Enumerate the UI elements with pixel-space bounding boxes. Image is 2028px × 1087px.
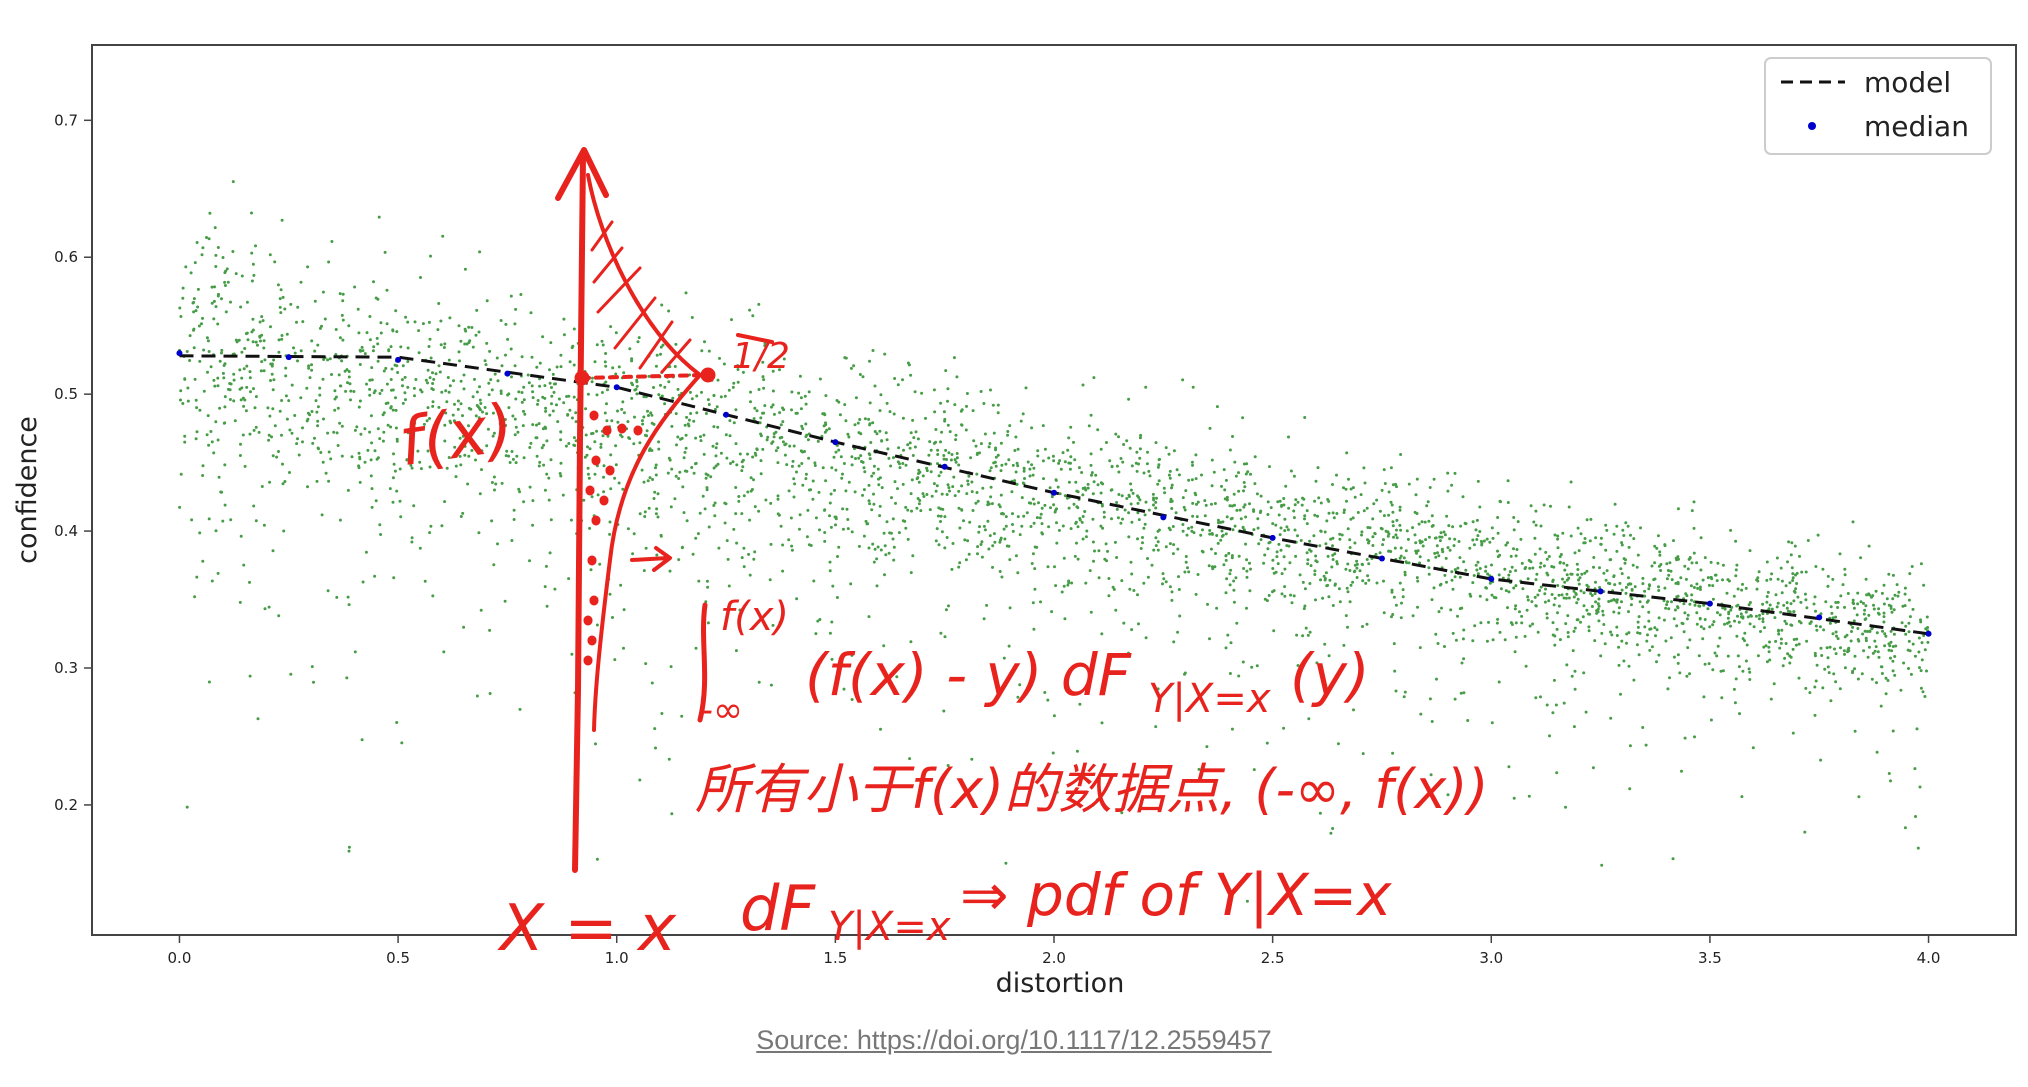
source-link[interactable]: Source: https://doi.org/10.1117/12.25594… xyxy=(756,1025,1272,1055)
x-tick-label: 3.5 xyxy=(1698,949,1722,967)
x-tick-label: 0.0 xyxy=(168,949,192,967)
integral-upper-limit: f(x) xyxy=(720,594,789,640)
legend-median-label: median xyxy=(1864,110,1969,143)
hatch-lines xyxy=(590,220,692,374)
scatter-cloud-points xyxy=(178,180,1930,903)
fx-left-annotation: f(x) xyxy=(395,389,518,481)
median-point xyxy=(1051,489,1057,496)
median-point xyxy=(1925,630,1932,637)
median-point xyxy=(941,463,948,470)
x-tick-label: 2.0 xyxy=(1042,949,1066,967)
integral-lower-limit: -∞ xyxy=(700,690,743,731)
x-tick-label: 3.0 xyxy=(1479,949,1503,967)
chinese-annotation: 所有小于f(x)的数据点, (-∞, f(x)) xyxy=(695,758,1488,821)
y-tick-label: 0.3 xyxy=(54,659,78,677)
x-tick-label: 0.5 xyxy=(386,949,410,967)
median-point xyxy=(285,354,292,361)
pdf-annotation: ⇒ pdf of Y|X=x xyxy=(960,861,1392,929)
y-tick-label: 0.7 xyxy=(54,111,78,129)
horizontal-dotted-line xyxy=(580,373,707,380)
vertical-arrow-head xyxy=(555,147,609,201)
legend-model-label: model xyxy=(1864,66,1951,99)
x-axis-ticks: 0.0 0.5 1.0 1.5 2.0 2.5 3.0 3.5 4.0 xyxy=(168,935,1941,967)
median-point xyxy=(1378,555,1385,562)
x-equals-annotation: X = x xyxy=(497,892,677,966)
y-tick-label: 0.4 xyxy=(54,522,78,540)
half-annotation: 1/2 xyxy=(732,336,790,377)
integral-tail: (y) xyxy=(1290,641,1370,709)
median-point xyxy=(1597,588,1604,595)
handwritten-text: f(x) 1/2 f(x) -∞ (f(x) - y) dF Y|X=x (y)… xyxy=(395,336,1489,966)
legend-median-swatch xyxy=(1808,122,1816,130)
median-point xyxy=(723,411,730,418)
median-dot-left xyxy=(574,370,590,386)
median-point xyxy=(504,370,511,377)
median-point xyxy=(1816,614,1823,621)
median-point xyxy=(1488,576,1495,582)
median-point xyxy=(1269,534,1276,541)
handwritten-annotations xyxy=(555,147,774,873)
dF-subscript: Y|X=x xyxy=(828,904,951,950)
median-point xyxy=(395,356,402,363)
median-point xyxy=(1160,514,1167,521)
integral-sign xyxy=(697,602,708,723)
lower-dots xyxy=(583,410,643,666)
scatter-cloud xyxy=(178,180,1930,903)
median-point xyxy=(613,384,620,391)
x-tick-label: 4.0 xyxy=(1917,949,1941,967)
legend: model median xyxy=(1764,57,1992,155)
y-axis-label: confidence xyxy=(12,416,43,564)
y-tick-label: 0.6 xyxy=(54,248,78,266)
x-tick-label: 2.5 xyxy=(1261,949,1285,967)
median-point xyxy=(832,439,839,446)
median-point xyxy=(1706,600,1713,607)
density-curve xyxy=(586,173,702,732)
y-tick-label: 0.2 xyxy=(54,796,78,814)
dF-annotation: dF xyxy=(740,872,816,945)
y-axis-ticks: 0.2 0.3 0.4 0.5 0.6 0.7 xyxy=(54,111,92,814)
small-arrow xyxy=(630,546,672,572)
integral-body: (f(x) - y) dF xyxy=(805,641,1133,709)
x-axis-label: distortion xyxy=(996,968,1125,999)
half-fraction-bar xyxy=(736,333,774,344)
median-dot-right xyxy=(700,367,716,383)
x-tick-label: 1.5 xyxy=(823,949,847,967)
x-tick-label: 1.0 xyxy=(605,949,629,967)
median-points xyxy=(176,350,1932,637)
y-tick-label: 0.5 xyxy=(54,385,78,403)
integral-subscript: Y|X=x xyxy=(1148,676,1271,722)
vertical-arrow-line xyxy=(572,152,586,873)
median-point xyxy=(176,350,183,357)
